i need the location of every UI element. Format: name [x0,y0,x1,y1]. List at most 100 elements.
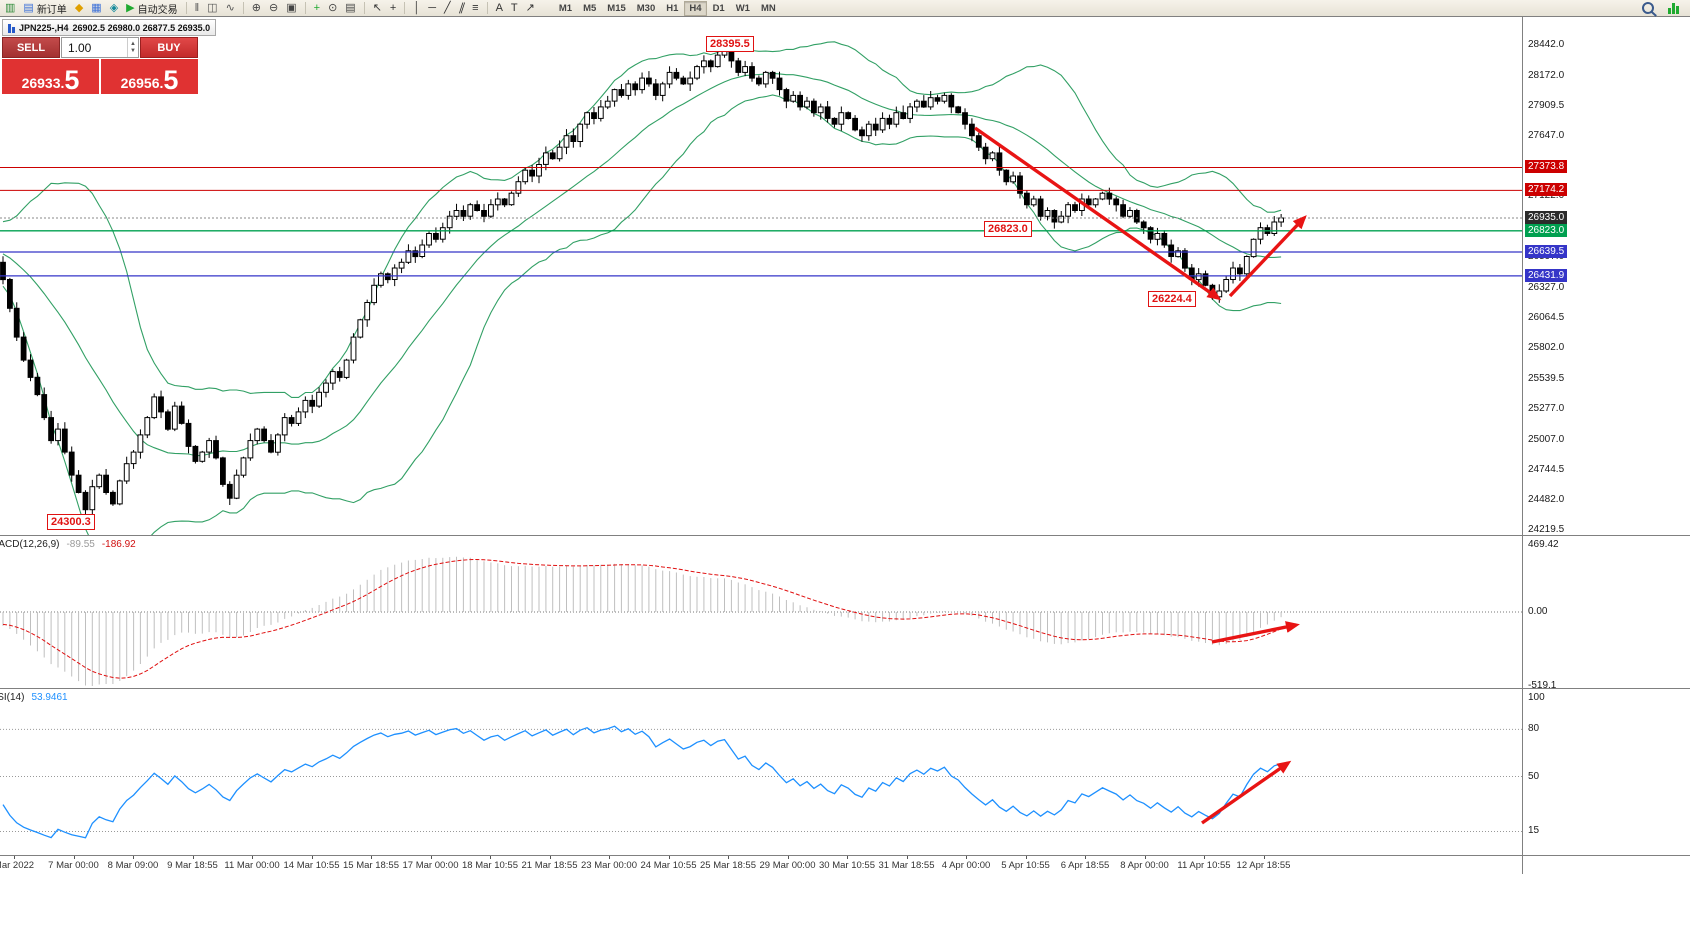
rsi-axis-label: 15 [1528,825,1540,837]
timeframe-mn-button[interactable]: MN [756,1,781,16]
price-axis-label: 28442.0 [1528,38,1565,50]
search-button[interactable] [1639,1,1657,15]
candles [0,47,1284,522]
timeframe-d1-button[interactable]: D1 [708,1,730,16]
volume-field[interactable]: 1.00 ▲ ▼ [61,37,139,58]
rsi-indicator-label: RSI(14) 53.9461 [0,692,68,703]
time-axis-tick [549,856,551,859]
line-chart-button[interactable]: ∿ [223,1,238,15]
macd-panel[interactable] [0,537,1522,687]
time-axis-label: 24 Mar 10:55 [640,860,697,871]
arrows-tool-button[interactable]: ↗ [523,1,538,15]
time-axis-tick [430,856,432,859]
auto-trading-label: 自动交易 [137,4,178,16]
macd-signal-line [2,558,1282,679]
text-label-button[interactable]: T [508,1,521,15]
zoom-out-button[interactable]: ⊖ [266,1,281,15]
time-axis-label: 7 Mar 00:00 [48,860,99,871]
macd-name: MACD(12,26,9) [0,539,60,550]
time-axis-label: 11 Apr 10:55 [1177,860,1231,871]
chart-window-button[interactable] [1665,1,1682,15]
toolbar-separator [404,2,406,14]
timeframe-h1-button[interactable]: H1 [661,1,683,16]
time-axis-tick [847,856,848,859]
buy-price-display[interactable]: 26956. 5 [101,59,198,94]
bar-chart-icon: ‖ [194,1,200,14]
fibonacci-button[interactable]: ≡ [469,1,481,15]
timeframe-m30-button[interactable]: M30 [632,1,660,16]
auto-trading-button[interactable]: ▶ 自动交易 [123,1,180,16]
rsi-axis-label: 80 [1528,723,1540,735]
horizontal-line-icon: ─ [428,1,437,14]
shapes-icon: A [495,1,503,14]
time-axis-tick [787,856,789,859]
navigator-button[interactable]: ◈ [107,1,121,15]
price-axis-label: 27647.0 [1528,130,1565,142]
time-axis-label: 17 Mar 00:00 [402,860,459,871]
rsi-panel-splitter[interactable] [0,688,1690,689]
line-chart-icon: ∿ [225,1,235,14]
candlestick-icon [8,23,15,33]
time-axis-label: 4 Apr 00:00 [941,860,991,871]
rsi-axis-label: 50 [1528,770,1540,782]
horizontal-line-button[interactable]: ─ [425,1,439,15]
templates-button[interactable]: ▤ [342,1,358,15]
time-axis-tick [371,856,372,859]
bar-chart-button[interactable]: ‖ [192,1,203,15]
level-lines[interactable] [0,167,1522,277]
volume-increase-button[interactable]: ▲ [130,40,136,47]
market-watch-icon: ◆ [74,1,84,14]
tile-windows-button[interactable]: ▣ [283,1,299,15]
shapes-button[interactable]: A [493,1,506,15]
macd-main-value: -89.55 [66,539,95,550]
macd-axis-label: -519.1 [1528,680,1557,691]
time-axis-label: 18 Mar 10:55 [462,860,518,871]
time-axis-tick [1025,856,1027,859]
market-watch-button[interactable]: ◆ [72,1,86,15]
cursor-button[interactable]: ↖ [370,1,385,15]
trendline-button[interactable]: ╱ [441,1,454,15]
price-line-label: 26823.0 [1525,223,1568,237]
new-order-icon: ▤ [23,1,34,14]
rsi-value: 53.9461 [31,692,68,703]
toolbar-border [0,16,1690,17]
indicators-button[interactable]: + [311,1,323,15]
vertical-line-icon: │ [413,1,421,14]
chart-title-bar: JPN225-,H4 26902.5 26980.0 26877.5 26935… [2,19,217,36]
data-window-button[interactable]: ▦ [88,1,104,15]
new-chart-button[interactable]: ▥ [2,1,18,15]
time-axis-tick [728,856,729,859]
timeframe-w1-button[interactable]: W1 [731,1,755,16]
sell-price-pip: 5 [64,65,80,96]
sell-price-display[interactable]: 26933. 5 [2,59,99,94]
candlestick-chart-button[interactable]: ◫ [204,1,220,15]
vertical-line-button[interactable]: │ [410,1,423,15]
time-scale[interactable]: Mar 2022 7 Mar 00:00 8 Mar 09:00 9 Mar 18:5… [0,856,1522,876]
macd-panel-splitter[interactable] [0,535,1690,536]
new-order-button[interactable]: ▤ 新订单 [20,1,69,16]
zoom-in-button[interactable]: ⊕ [249,1,264,15]
toolbar-separator [363,2,365,14]
buy-button[interactable]: BUY [140,37,198,58]
timeframe-m15-button[interactable]: M15 [602,1,630,16]
price-axis-label: 24482.0 [1528,494,1565,506]
volume-decrease-button[interactable]: ▼ [130,47,136,54]
timeframe-h4-button[interactable]: H4 [684,0,707,16]
price-scale[interactable]: 28442.028172.027909.527647.027122.026597… [1522,0,1690,880]
equidistant-channel-button[interactable]: ∥ [456,1,468,15]
main-price-chart[interactable] [0,16,1522,535]
time-axis-tick [1144,856,1146,859]
sell-button[interactable]: SELL [2,37,60,58]
periods-button[interactable]: ⊙ [325,1,340,15]
crosshair-button[interactable]: + [387,1,399,15]
timeframe-m5-button[interactable]: M5 [578,1,601,16]
time-axis-label: 9 Mar 18:55 [167,860,218,871]
timeframe-m1-button[interactable]: M1 [554,1,577,16]
ohlc-values: 26902.5 26980.0 26877.5 26935.0 [72,22,211,33]
sell-price-main: 26933. [21,75,65,92]
rsi-panel[interactable] [0,690,1522,855]
time-axis-label: 31 Mar 18:55 [878,860,935,871]
toolbar-separator [486,2,488,14]
fibonacci-icon: ≡ [472,1,479,14]
